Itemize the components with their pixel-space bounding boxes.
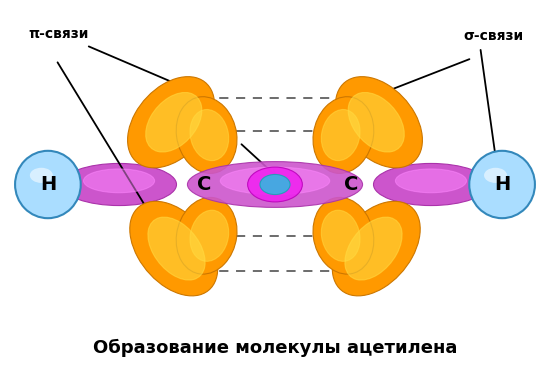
Ellipse shape bbox=[248, 167, 302, 202]
Ellipse shape bbox=[176, 197, 237, 274]
Ellipse shape bbox=[313, 97, 374, 173]
Ellipse shape bbox=[130, 201, 218, 296]
Ellipse shape bbox=[336, 77, 422, 168]
Ellipse shape bbox=[345, 217, 402, 280]
Ellipse shape bbox=[348, 93, 404, 152]
Ellipse shape bbox=[190, 210, 229, 261]
Text: σ-связи: σ-связи bbox=[464, 29, 524, 43]
Ellipse shape bbox=[188, 162, 362, 207]
Text: C: C bbox=[197, 175, 211, 194]
Ellipse shape bbox=[313, 197, 374, 274]
Ellipse shape bbox=[84, 169, 155, 193]
Ellipse shape bbox=[148, 217, 205, 280]
Ellipse shape bbox=[373, 163, 488, 206]
Ellipse shape bbox=[190, 110, 229, 161]
Text: H: H bbox=[40, 175, 56, 194]
Ellipse shape bbox=[395, 169, 466, 193]
Text: π-связи: π-связи bbox=[29, 27, 89, 41]
Ellipse shape bbox=[146, 93, 202, 152]
Ellipse shape bbox=[260, 175, 290, 194]
Ellipse shape bbox=[128, 77, 214, 168]
Ellipse shape bbox=[332, 201, 420, 296]
Ellipse shape bbox=[484, 168, 507, 183]
Text: Образование молекулы ацетилена: Образование молекулы ацетилена bbox=[93, 338, 457, 356]
Ellipse shape bbox=[221, 167, 329, 194]
Text: C: C bbox=[344, 175, 359, 194]
Ellipse shape bbox=[15, 151, 81, 218]
Ellipse shape bbox=[469, 151, 535, 218]
Text: H: H bbox=[494, 175, 510, 194]
Ellipse shape bbox=[321, 210, 360, 261]
Ellipse shape bbox=[62, 163, 177, 206]
Ellipse shape bbox=[321, 110, 360, 161]
Ellipse shape bbox=[30, 168, 53, 183]
Ellipse shape bbox=[176, 97, 237, 173]
